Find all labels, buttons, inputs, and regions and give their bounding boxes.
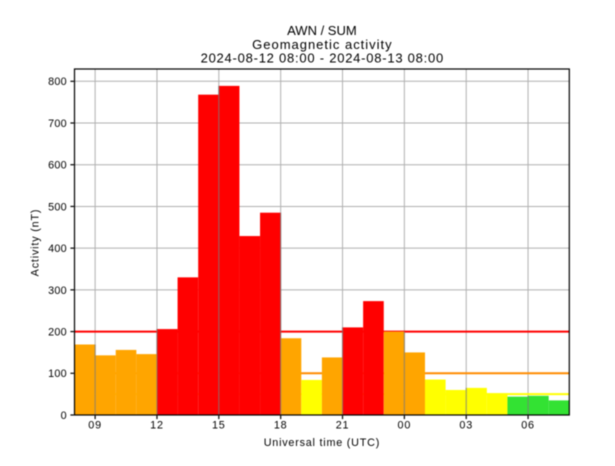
svg-text:300: 300 [48,285,67,297]
svg-text:Activity (nT): Activity (nT) [30,209,42,277]
svg-text:00: 00 [398,419,412,431]
svg-text:AWN / SUM: AWN / SUM [287,23,357,38]
svg-text:12: 12 [150,419,164,431]
svg-text:100: 100 [48,368,67,380]
svg-text:09: 09 [88,419,102,431]
svg-text:500: 500 [48,201,67,213]
svg-text:06: 06 [521,419,535,431]
svg-text:2024-08-12 08:00 - 2024-08-13: 2024-08-12 08:00 - 2024-08-13 08:00 [201,50,444,65]
svg-text:21: 21 [336,419,350,431]
svg-text:15: 15 [212,419,226,431]
svg-text:03: 03 [459,419,473,431]
svg-text:18: 18 [274,419,288,431]
svg-text:200: 200 [48,326,67,338]
svg-text:800: 800 [48,76,67,88]
svg-text:0: 0 [61,410,67,422]
svg-text:700: 700 [48,118,67,130]
svg-text:600: 600 [48,160,67,172]
svg-text:400: 400 [48,243,67,255]
svg-text:Universal time (UTC): Universal time (UTC) [264,437,380,449]
svg-text:Geomagnetic activity: Geomagnetic activity [252,37,392,52]
